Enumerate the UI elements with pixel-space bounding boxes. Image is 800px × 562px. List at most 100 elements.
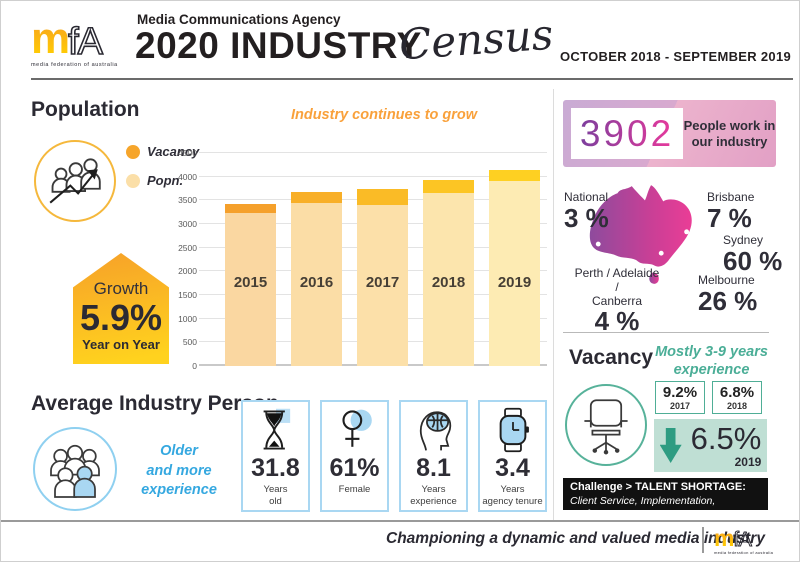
census-period: OCTOBER 2018 - SEPTEMBER 2019 (560, 49, 791, 64)
region-value-melbourne: 26 % (698, 285, 758, 316)
popn-legend-dot (126, 173, 140, 188)
bar-2015-popn-segment (225, 213, 276, 366)
arrow-down-icon (659, 428, 682, 463)
vacancy-legend-dot (126, 144, 140, 159)
region-name-sydney: Sydney (723, 233, 764, 247)
bar-2019-vacancy-segment (489, 169, 540, 182)
footer-divider (1, 520, 799, 522)
logo-m-glyph: m (31, 14, 70, 63)
ytick-label-500: 500 (182, 337, 197, 348)
legend-item-vacancy: Vacancy (126, 144, 199, 159)
stat-card-female: 61% Female (320, 400, 389, 512)
ytick-label-0: 0 (192, 361, 197, 371)
stat-label-tenure: Years agency tenure (482, 484, 543, 508)
people-growth-icon (49, 158, 101, 204)
bar-2017-vacancy-segment (357, 189, 408, 206)
stat-card-experience: 8.1 Years experience (399, 400, 468, 512)
region-value-perth-adelaide-canberra: 4 % (594, 306, 640, 337)
region-name-perth-adelaide-canberra: Perth / Adelaide / Canberra (574, 266, 660, 308)
female-icon (334, 406, 376, 454)
population-heading: Population (31, 98, 140, 121)
bar-2016: 2016 (291, 192, 342, 366)
region-value-brisbane: 7 % (707, 202, 752, 233)
footer-mfa-logo: m fA media federation of australia (714, 525, 774, 556)
map-label-perth-adelaide-canberra: Perth / Adelaide / Canberra 4 % (573, 266, 661, 337)
footer-logo-m-glyph: m (714, 525, 734, 551)
hourglass-icon (255, 406, 297, 454)
vacancy-box-2018: 6.8% 2018 (712, 381, 762, 414)
footer-logo-fa-glyph: fA (733, 529, 752, 551)
vacancy-note: Mostly 3-9 years experience (655, 344, 768, 379)
growth-value: 5.9% (79, 297, 163, 339)
watch-icon (492, 406, 534, 454)
population-growth-icon (34, 140, 116, 222)
logo-fa-glyph: fA (67, 21, 103, 63)
bar-2019: 2019 (489, 169, 540, 366)
people-count-label: People work in our industry (683, 117, 776, 149)
vacancy-heading: Vacancy (569, 346, 654, 369)
stat-value-age: 31.8 (251, 454, 300, 482)
australia-map (589, 185, 692, 284)
footer-logo-tagline: media federation of australia (714, 550, 774, 555)
map-label-brisbane: Brisbane 7 % (707, 190, 754, 233)
gridline-4500 (199, 152, 547, 153)
bar-2016-popn-segment (291, 203, 342, 366)
stat-value-female: 61% (329, 454, 380, 482)
legend-item-popn: Popn. (126, 173, 183, 188)
head-brain-icon (412, 406, 456, 454)
office-chair-icon (584, 399, 628, 455)
people-count: 3902 (579, 113, 675, 154)
bar-2018: 2018 (423, 180, 474, 366)
vacancy-2019-year: 2019 (734, 454, 762, 469)
population-bar-chart: 0 500 1000 1500 2000 2500 3000 3500 4000 4500 2015… (178, 148, 547, 371)
region-name-national: National (564, 190, 609, 204)
average-person-note: Older and more experience (141, 443, 217, 499)
vacancy-2017-value: 9.2% (662, 383, 698, 401)
popn-legend-label: Popn. (147, 173, 184, 188)
bar-2015: 2015 (225, 203, 276, 366)
ytick-label-3500: 3500 (178, 195, 197, 206)
chart-title: Industry continues to grow (290, 107, 478, 123)
bar-year-label-2016: 2016 (299, 274, 334, 291)
ytick-label-3000: 3000 (178, 219, 197, 229)
ytick-label-1000: 1000 (178, 313, 197, 324)
ytick-label-2500: 2500 (178, 242, 197, 253)
footer-slogan: Championing a dynamic and valued media i… (386, 530, 765, 547)
vacancy-current-box: 6.5% 2019 (654, 419, 767, 472)
vacancy-2018-year: 2018 (726, 400, 748, 411)
stat-card-age: 31.8 Years old (241, 400, 310, 512)
region-name-melbourne: Melbourne (698, 273, 755, 287)
ytick-label-4500: 4500 (178, 148, 197, 158)
region-value-national: 3 % (564, 202, 609, 233)
people-count-box: 3902 People work in our industry (563, 100, 776, 167)
footer-vertical-bar (702, 527, 704, 553)
growth-arrow-badge: Growth 5.9% Year on Year (73, 253, 169, 364)
map-label-national: National 3 % (564, 190, 609, 233)
map-label-melbourne: Melbourne 26 % (698, 273, 758, 316)
stat-label-experience: Years experience (410, 484, 457, 508)
bar-2018-popn-segment (423, 192, 474, 366)
vacancy-2018-value: 6.8% (719, 383, 755, 401)
challenge-box: Challenge > TALENT SHORTAGE: Client Serv… (563, 478, 768, 520)
stat-label-age: Years old (263, 484, 288, 508)
bar-2017: 2017 (357, 189, 408, 366)
vacancy-chair-circle (565, 384, 647, 466)
ytick-label-2000: 2000 (178, 266, 197, 277)
challenge-title: Challenge > TALENT SHORTAGE: (570, 481, 746, 493)
ytick-label-1500: 1500 (178, 290, 197, 300)
bar-year-label-2015: 2015 (233, 274, 268, 291)
header-divider (31, 78, 793, 80)
challenge-detail: Client Service, Implementation, Performa… (570, 494, 716, 520)
vacancy-2017-year: 2017 (669, 400, 691, 411)
vacancy-box-2017: 9.2% 2017 (655, 381, 705, 414)
column-divider (553, 89, 554, 520)
logo-tagline: media federation of australia (31, 62, 118, 68)
page-title-script: Census (397, 9, 555, 70)
gridline-4000 (199, 175, 547, 177)
growth-label: Growth (93, 279, 149, 299)
bar-year-label-2017: 2017 (365, 274, 400, 291)
vacancy-2019-value: 6.5% (690, 420, 762, 456)
right-section-divider (563, 332, 769, 333)
ytick-label-4000: 4000 (178, 171, 197, 182)
